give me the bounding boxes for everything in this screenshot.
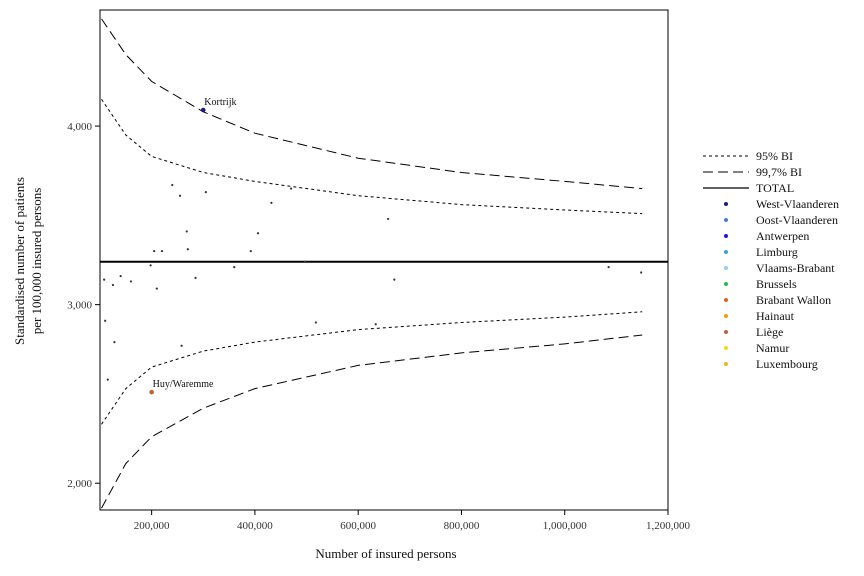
ci95-lower-line [101,311,643,425]
legend-marker [724,218,728,222]
data-point [153,249,156,253]
x-tick-label: 1,000,000 [543,520,588,532]
data-point [106,378,109,381]
legend-series-label: Liège [756,325,783,339]
data-point [119,274,122,278]
data-point [111,283,115,287]
data-point [607,266,610,269]
data-point [374,323,377,326]
data-point [289,187,293,190]
legend-marker [724,282,728,286]
data-point [160,249,164,253]
x-tick-label: 800,000 [444,520,480,532]
point-label: Kortrijk [204,97,236,108]
x-tick-label: 600,000 [340,520,376,532]
x-tick-label: 1,200,000 [646,520,691,532]
legend-series-label: Hainaut [756,309,795,323]
y-axis-title-line1: Standardised number of patients [12,177,27,345]
legend-series-label: Vlaams-Brabant [756,261,835,275]
data-point [171,183,174,187]
data-points [103,107,643,395]
annotations: Kortrijk Huy/Waremme [153,97,237,390]
data-point [194,276,197,279]
legend-series-label: Brussels [756,277,797,291]
legend-marker [724,202,728,206]
legend-marker [724,234,728,238]
y-axis-title-line2: per 100,000 insured persons [29,188,44,335]
plot-frame [99,9,669,511]
legend-series-label: Luxembourg [756,357,818,371]
legend-marker [724,330,728,334]
ci997-upper-line [101,18,643,190]
data-point [256,232,260,235]
legend-marker [724,346,728,350]
data-point [155,287,158,290]
y-tick-label: 2,000 [67,478,92,490]
data-point [149,264,152,267]
y-tick-label: 4,000 [67,121,92,133]
legend: 95% BI 99,7% BI TOTAL West-Vlaanderen Oost-V… [703,149,839,371]
y-tick-label: 3,000 [67,300,92,312]
control-limits [100,18,668,509]
legend-series-label: Antwerpen [756,229,809,243]
data-point [185,230,188,233]
legend-ci95-label: 95% BI [756,149,793,163]
data-point [204,191,207,194]
highlighted-point [149,389,154,395]
x-tick-label: 400,000 [237,520,273,532]
data-point [178,194,182,197]
data-point [113,341,116,344]
data-point [303,260,307,263]
legend-series-label: Limburg [756,245,798,259]
legend-series-label: West-Vlaanderen [756,197,839,211]
legend-ci997-label: 99,7% BI [756,165,802,179]
data-point [270,201,273,204]
x-axis-title: Number of insured persons [315,546,456,561]
data-point [393,278,396,281]
point-label: Huy/Waremme [153,379,214,390]
ci997-lower-line [101,334,643,509]
highlighted-point [200,107,206,113]
legend-series-label: Namur [756,341,789,355]
legend-series-label: Oost-Vlaanderen [756,213,838,227]
data-point [249,249,252,253]
data-point [180,344,183,347]
legend-marker [724,314,728,318]
x-tick-label: 200,000 [134,520,170,532]
legend-series-label: Brabant Wallon [756,293,831,307]
data-point [233,266,236,269]
y-axis: 2,000 3,000 4,000 [67,121,100,490]
legend-marker [724,250,728,254]
legend-marker [724,298,728,302]
data-point [387,217,390,221]
data-point [104,319,107,322]
legend-marker [724,362,728,366]
data-point [103,278,106,281]
data-point [640,271,643,274]
data-point [314,321,317,324]
x-axis: 200,000 400,000 600,000 800,000 1,000,000 1,2… [134,510,691,532]
data-point [129,280,133,283]
legend-marker [724,266,728,270]
data-point [186,248,189,251]
ci95-upper-line [101,99,643,215]
legend-total-label: TOTAL [756,181,794,195]
